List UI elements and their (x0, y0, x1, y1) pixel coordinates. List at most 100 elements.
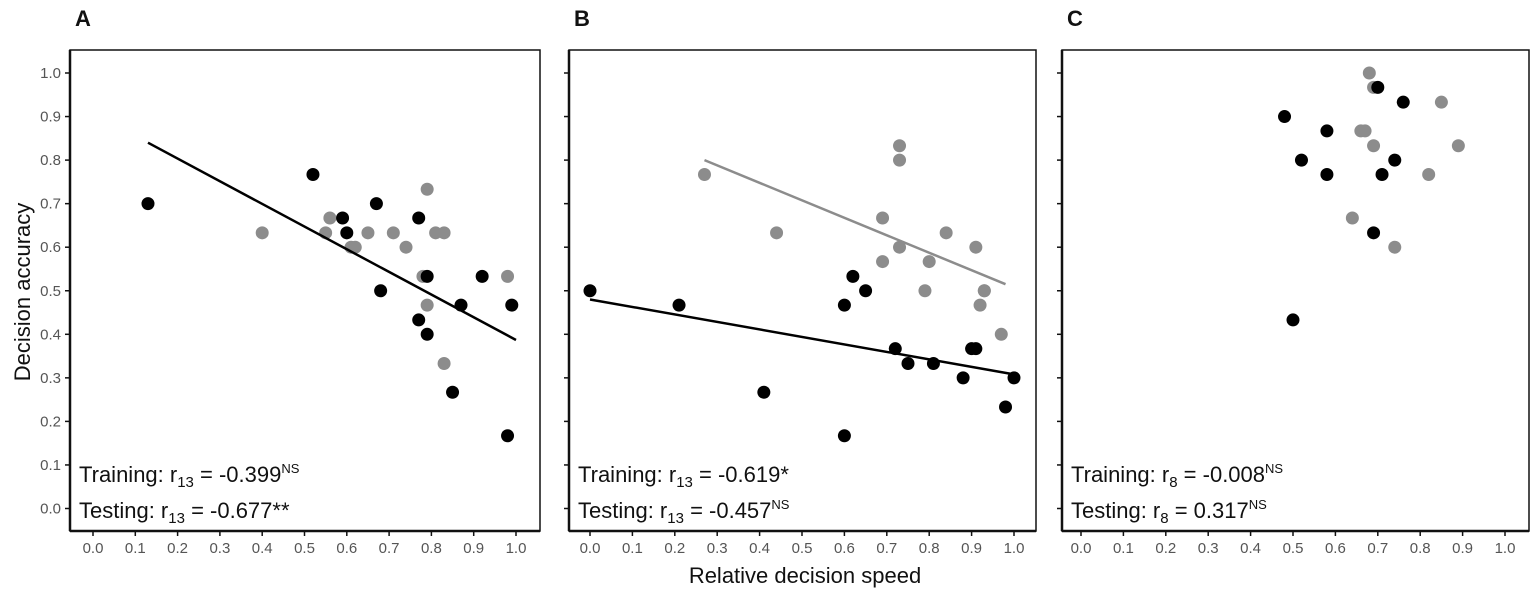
x-tick-label: 0.7 (876, 540, 897, 557)
data-point-training (420, 327, 434, 341)
data-point-training (1320, 124, 1334, 138)
x-tick-label: 0.7 (379, 540, 400, 557)
correlation-annotation: Testing: r8 = 0.317NS (1071, 497, 1267, 527)
x-tick-label: 0.1 (622, 540, 643, 557)
y-tick-label: 0.8 (40, 152, 61, 169)
data-point-training (412, 211, 426, 225)
data-point-testing (255, 226, 269, 240)
data-point-training (336, 211, 350, 225)
data-point-training (672, 298, 686, 312)
data-point-training (969, 342, 983, 356)
data-point-testing (1434, 95, 1448, 109)
x-tick-label: 0.5 (294, 540, 315, 557)
panel-label: A (75, 6, 91, 31)
data-point-training (1371, 80, 1385, 94)
data-point-testing (361, 226, 375, 240)
series-testing (1345, 66, 1465, 254)
y-tick-label: 0.9 (40, 109, 61, 126)
data-point-testing (994, 327, 1008, 341)
series-testing (697, 139, 1008, 341)
x-tick-label: 0.0 (580, 540, 601, 557)
y-tick-label: 0.4 (40, 326, 61, 343)
x-tick-label: 0.0 (83, 540, 104, 557)
panel-a: A 0.0 0.1 0.2 0.3 0.4 0.5 0.6 0.7 0.8 0.9 1.0 0.0 0.1… (40, 6, 541, 557)
x-tick-label: 0.2 (664, 540, 685, 557)
x-tick-label: 1.0 (1004, 540, 1025, 557)
y-tick-label: 0.3 (40, 370, 61, 387)
data-point-testing (918, 284, 932, 298)
data-point-testing (969, 240, 983, 254)
y-tick-label: 0.7 (40, 196, 61, 213)
x-tick-label: 0.2 (1155, 540, 1176, 557)
y-tick-label: 0.0 (40, 501, 61, 518)
data-point-training (369, 197, 383, 211)
x-tick-label: 0.3 (209, 540, 230, 557)
data-point-testing (876, 255, 890, 269)
x-tick-label: 0.1 (1113, 540, 1134, 557)
x-tick-label: 0.4 (749, 540, 770, 557)
fit-line-testing (704, 158, 1006, 286)
x-tick-label: 0.4 (1240, 540, 1261, 557)
plot-frame (1061, 49, 1530, 532)
x-tick-label: 0.1 (125, 540, 146, 557)
x-tick-label: 0.8 (919, 540, 940, 557)
data-point-testing (893, 139, 907, 153)
data-point-testing (770, 226, 784, 240)
x-tick-label: 0.5 (1283, 540, 1304, 557)
correlation-annotation: Training: r13 = -0.399NS (79, 461, 300, 491)
data-point-testing (922, 255, 936, 269)
data-point-testing (1358, 124, 1372, 138)
data-point-training (446, 385, 460, 399)
data-point-testing (973, 298, 987, 312)
x-tick-label: 0.2 (167, 540, 188, 557)
x-tick-label: 0.3 (707, 540, 728, 557)
data-point-training (999, 400, 1013, 414)
data-point-training (1375, 167, 1389, 181)
data-point-training (1286, 313, 1300, 327)
x-tick-label: 0.9 (463, 540, 484, 557)
y-tick-label: 0.1 (40, 457, 61, 474)
data-point-training (374, 284, 388, 298)
data-point-training (420, 269, 434, 283)
data-point-training (837, 298, 851, 312)
x-tick-label: 0.7 (1367, 540, 1388, 557)
y-tick-label: 0.5 (40, 283, 61, 300)
data-point-training (846, 269, 860, 283)
data-point-training (1396, 95, 1410, 109)
data-point-training (956, 371, 970, 385)
data-point-testing (420, 182, 434, 196)
panel-label: B (574, 6, 590, 31)
data-point-testing (939, 226, 953, 240)
data-point-training (340, 226, 354, 240)
data-point-training (141, 197, 155, 211)
data-point-testing (323, 211, 337, 225)
data-point-training (306, 167, 320, 181)
x-tick-label: 0.6 (336, 540, 357, 557)
data-point-training (757, 385, 771, 399)
panels: A 0.0 0.1 0.2 0.3 0.4 0.5 0.6 0.7 0.8 0.9 1.0 0.0 0.1… (40, 6, 1530, 557)
data-point-training (859, 284, 873, 298)
y-tick-label: 0.6 (40, 239, 61, 256)
series-training (141, 167, 519, 443)
data-point-testing (437, 356, 451, 370)
correlation-annotation: Training: r8 = -0.008NS (1071, 461, 1283, 491)
data-point-training (901, 356, 915, 370)
data-point-training (837, 429, 851, 443)
x-tick-label: 0.8 (1410, 540, 1431, 557)
data-point-testing (348, 240, 362, 254)
correlation-annotation: Testing: r13 = -0.457NS (578, 497, 790, 527)
x-tick-label: 0.0 (1071, 540, 1092, 557)
plot-frame (568, 49, 1037, 532)
data-point-testing (399, 240, 413, 254)
x-tick-label: 0.6 (1325, 540, 1346, 557)
data-point-training (1388, 153, 1402, 167)
data-point-testing (501, 269, 515, 283)
data-point-testing (437, 226, 451, 240)
data-point-training (1294, 153, 1308, 167)
y-tick-label: 1.0 (40, 65, 61, 82)
panel-label: C (1067, 6, 1083, 31)
panel-b: B 0.0 0.1 0.2 0.3 0.4 0.5 0.6 0.7 0.8 0.9 1.0 Traini… (564, 6, 1037, 557)
series-testing (255, 182, 515, 370)
data-point-testing (1367, 139, 1381, 153)
